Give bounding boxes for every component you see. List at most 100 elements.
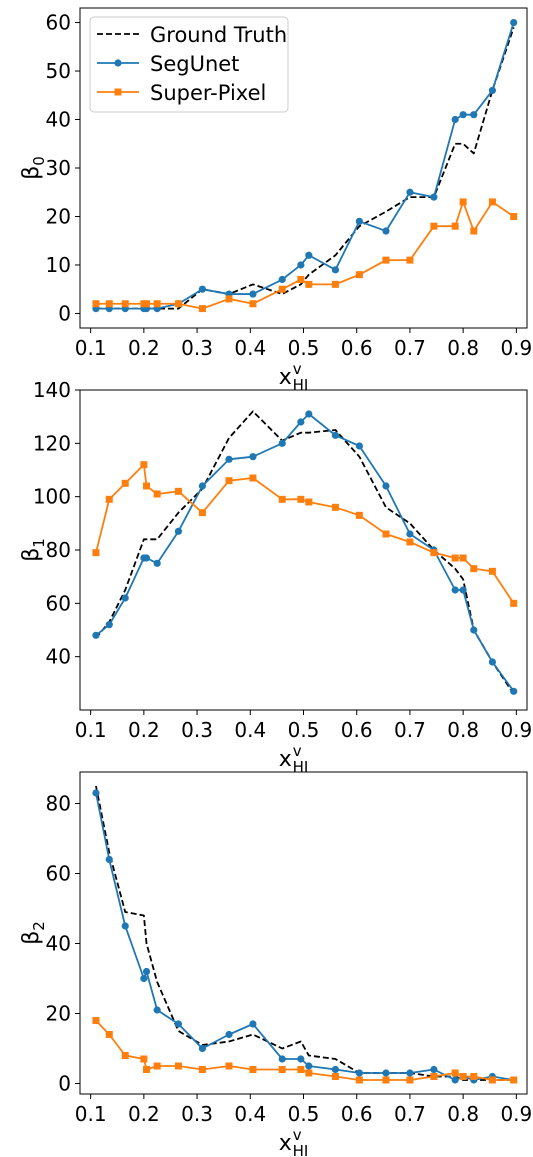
data-point-superpixel xyxy=(331,280,339,288)
y-tick-label: 80 xyxy=(46,538,71,562)
x-tick-label: 0.8 xyxy=(447,718,479,742)
series-line-ground_truth xyxy=(95,785,514,1081)
data-point-superpixel xyxy=(297,276,305,284)
x-tick-label: 0.6 xyxy=(341,336,373,360)
y-tick-label: 0 xyxy=(58,1072,71,1096)
data-point-segunet xyxy=(430,1065,438,1074)
x-tick-label: 0.4 xyxy=(234,1102,266,1126)
data-point-superpixel xyxy=(92,1017,100,1024)
data-point-superpixel xyxy=(305,280,313,288)
data-point-segunet xyxy=(92,631,100,639)
data-point-segunet xyxy=(297,1055,305,1063)
data-point-superpixel xyxy=(331,503,339,511)
data-point-superpixel xyxy=(121,1052,129,1059)
data-point-segunet xyxy=(355,442,363,450)
data-point-segunet xyxy=(153,559,161,567)
data-point-segunet xyxy=(470,626,478,634)
data-point-superpixel xyxy=(225,477,233,485)
x-tick-label: 0.7 xyxy=(394,336,426,360)
x-axis-label: xv HI xyxy=(279,742,309,776)
series-line-ground_truth xyxy=(95,410,515,695)
plot-area xyxy=(92,18,518,313)
data-point-superpixel xyxy=(121,300,129,308)
x-tick-label: 0.6 xyxy=(341,718,373,742)
data-point-segunet xyxy=(174,527,183,535)
data-point-superpixel xyxy=(121,479,129,487)
data-point-superpixel xyxy=(92,300,100,308)
data-point-superpixel xyxy=(278,495,286,503)
x-axis-label-sub: HI xyxy=(293,1142,309,1157)
data-point-superpixel xyxy=(451,1069,459,1077)
data-point-superpixel xyxy=(174,487,182,495)
data-point-segunet xyxy=(297,418,305,426)
data-point-superpixel xyxy=(153,300,161,308)
data-point-superpixel xyxy=(430,222,438,230)
x-tick-label: 0.4 xyxy=(234,718,266,742)
data-point-segunet xyxy=(142,554,151,562)
y-tick-label: 20 xyxy=(46,1002,71,1026)
data-point-segunet xyxy=(305,251,313,259)
data-point-superpixel xyxy=(451,554,459,562)
data-point-superpixel xyxy=(198,1066,206,1073)
x-axis-label-sup: v xyxy=(293,360,302,378)
data-point-segunet xyxy=(459,111,467,119)
y-axis-label-sub: 0 xyxy=(30,156,48,166)
data-point-superpixel xyxy=(382,530,390,538)
data-point-superpixel xyxy=(105,495,113,503)
y-axis-label: β1 xyxy=(19,538,48,562)
data-point-superpixel xyxy=(92,549,100,557)
data-point-segunet xyxy=(382,482,390,490)
data-point-segunet xyxy=(406,1069,414,1077)
x-axis-label-sub: HI xyxy=(293,758,309,776)
x-axis-label-sup: v xyxy=(293,1126,302,1144)
data-point-superpixel xyxy=(105,300,113,308)
data-point-segunet xyxy=(153,1006,161,1014)
x-tick-label: 0.4 xyxy=(234,336,266,360)
legend-box xyxy=(89,16,289,113)
y-tick-label: 120 xyxy=(33,431,71,455)
x-tick-label: 0.7 xyxy=(394,1102,426,1126)
data-point-segunet xyxy=(249,453,257,461)
series-line-segunet xyxy=(95,792,514,1081)
x-tick-label: 0.3 xyxy=(181,1102,213,1126)
legend: Ground Truth SegUnet Super-Pixel xyxy=(89,16,289,113)
data-point-superpixel xyxy=(174,1062,182,1070)
x-axis-label-base: x xyxy=(279,1131,292,1156)
data-point-superpixel xyxy=(143,1066,151,1073)
data-point-superpixel xyxy=(153,490,161,498)
x-axis-label-sup: v xyxy=(293,742,302,760)
data-point-segunet xyxy=(406,188,414,196)
data-point-segunet xyxy=(406,530,414,538)
data-point-superpixel xyxy=(488,1076,496,1084)
data-point-superpixel xyxy=(430,1073,438,1080)
data-point-superpixel xyxy=(406,256,414,264)
plot-area xyxy=(92,785,518,1084)
data-point-superpixel xyxy=(225,1062,233,1070)
data-point-superpixel xyxy=(355,1076,363,1084)
data-point-superpixel xyxy=(488,567,496,575)
x-axis-label-sub: HI xyxy=(293,376,309,394)
y-tick-label: 140 xyxy=(33,378,71,402)
x-tick-label: 0.6 xyxy=(341,1102,373,1126)
y-tick-label: 60 xyxy=(46,591,71,615)
legend-marker-segunet xyxy=(114,59,122,67)
data-point-segunet xyxy=(451,586,459,594)
x-tick-label: 0.1 xyxy=(75,1102,107,1126)
data-point-segunet xyxy=(278,439,286,447)
data-point-superpixel xyxy=(105,1031,113,1038)
x-tick-label: 0.3 xyxy=(181,718,213,742)
data-point-segunet xyxy=(198,285,206,293)
x-axis-label: xv HI xyxy=(279,360,309,394)
x-tick-label: 0.9 xyxy=(500,718,532,742)
data-point-superpixel xyxy=(488,198,496,206)
data-point-superpixel xyxy=(249,474,257,482)
data-point-segunet xyxy=(331,266,340,274)
data-point-segunet xyxy=(510,687,518,695)
x-tick-label: 0.8 xyxy=(447,336,479,360)
data-point-superpixel xyxy=(297,495,305,503)
data-point-superpixel xyxy=(140,461,148,469)
data-point-superpixel xyxy=(249,1066,257,1073)
x-tick-label: 0.7 xyxy=(394,718,426,742)
data-point-segunet xyxy=(305,410,313,418)
